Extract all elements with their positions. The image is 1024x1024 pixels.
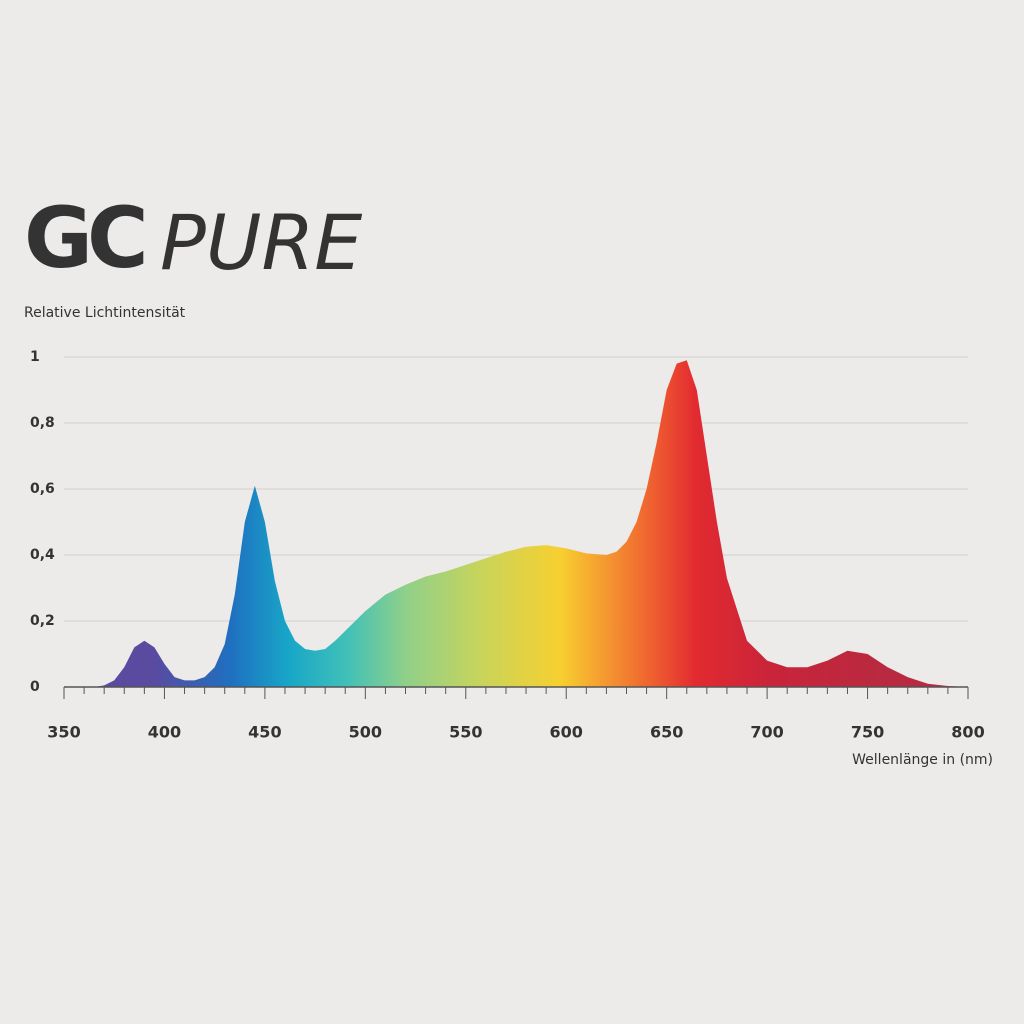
x-tick-label: 500 <box>349 723 382 742</box>
x-axis-label: Wellenlänge in (nm) <box>852 752 993 768</box>
x-tick-label: 550 <box>449 723 482 742</box>
x-tick-label: 700 <box>750 723 783 742</box>
y-tick-label: 0,8 <box>30 415 55 431</box>
x-tick-label: 600 <box>550 723 583 742</box>
chart-title: PURE <box>160 198 362 287</box>
y-tick-label: 0,4 <box>30 547 55 563</box>
spectrum-area <box>94 360 968 687</box>
x-tick-label: 650 <box>650 723 683 742</box>
x-tick-label: 750 <box>851 723 884 742</box>
y-tick-label: 1 <box>30 349 40 365</box>
y-tick-label: 0,2 <box>30 613 55 629</box>
x-tick-label: 350 <box>47 723 80 742</box>
x-tick-label: 800 <box>951 723 984 742</box>
x-tick-label: 400 <box>148 723 181 742</box>
y-tick-label: 0 <box>30 679 40 695</box>
y-axis-label: Relative Lichtintensität <box>24 305 186 321</box>
y-tick-label: 0,6 <box>30 481 55 497</box>
x-tick-label: 450 <box>248 723 281 742</box>
brand-logo: GC <box>24 189 144 287</box>
